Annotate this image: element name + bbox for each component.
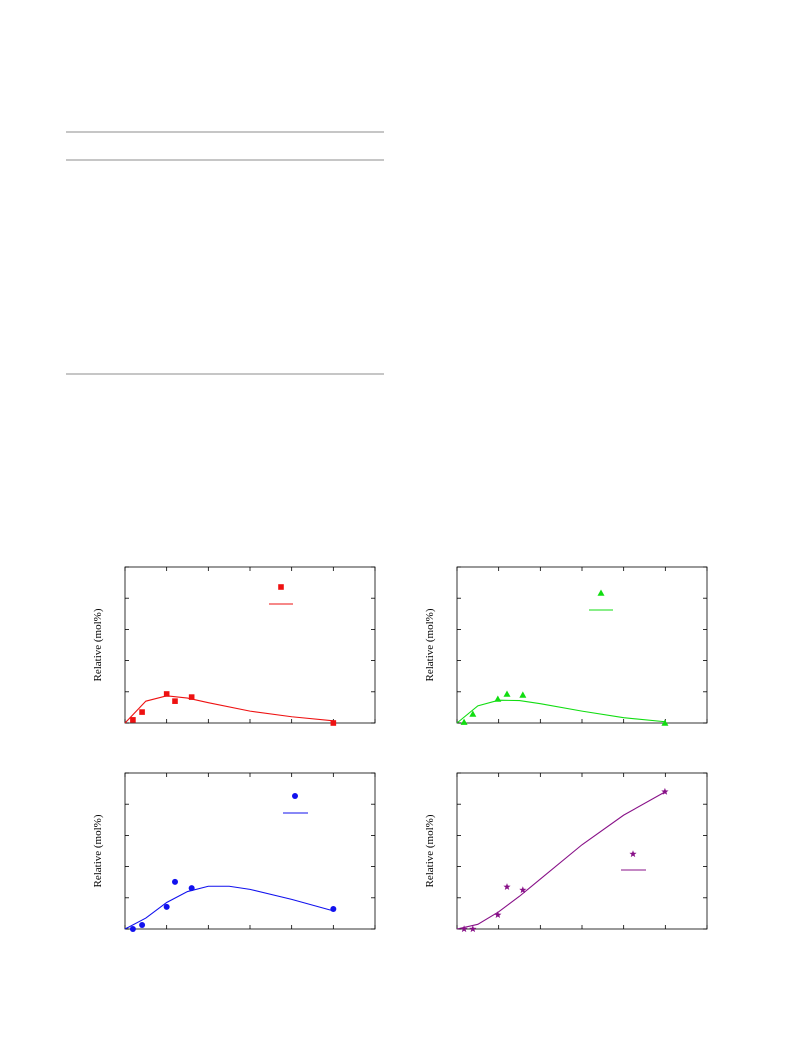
- plot-frame: [124, 566, 376, 724]
- data-point: [460, 718, 468, 725]
- data-point: [494, 911, 502, 919]
- data-point: [503, 883, 511, 890]
- y-axis-label: Relative (mol%): [424, 608, 436, 681]
- y-axis-label: Relative (mol%): [92, 608, 104, 681]
- plot-frame: [456, 772, 708, 930]
- data-point: [172, 878, 178, 885]
- data-point: [163, 691, 170, 697]
- data-point: [503, 690, 511, 697]
- data-point: [139, 921, 146, 928]
- fit-curve: [124, 695, 334, 724]
- data-point: [130, 717, 136, 723]
- data-point: [469, 925, 477, 933]
- data-point: [460, 925, 468, 933]
- fit-curve: [124, 885, 334, 930]
- y-axis-label: Relative (mol%): [92, 814, 104, 887]
- legend-marker: [278, 584, 284, 590]
- y-axis-label: Relative (mol%): [424, 814, 436, 887]
- data-point: [469, 710, 477, 717]
- data-point: [129, 926, 136, 932]
- data-point: [330, 720, 337, 726]
- data-point: [172, 698, 178, 704]
- data-point: [139, 709, 145, 715]
- data-point: [661, 787, 669, 795]
- data-point: [494, 695, 502, 702]
- fit-curve: [456, 699, 666, 724]
- legend-marker: [292, 793, 298, 799]
- data-point: [330, 906, 337, 913]
- fit-curve: [456, 791, 666, 930]
- legend-marker: [597, 589, 605, 596]
- data-point: [519, 691, 527, 698]
- data-point: [519, 886, 527, 894]
- plot-frame: [456, 566, 708, 724]
- data-point: [188, 885, 195, 892]
- data-point: [163, 903, 170, 910]
- data-point: [661, 719, 669, 726]
- legend-marker: [629, 850, 637, 858]
- data-point: [188, 694, 195, 700]
